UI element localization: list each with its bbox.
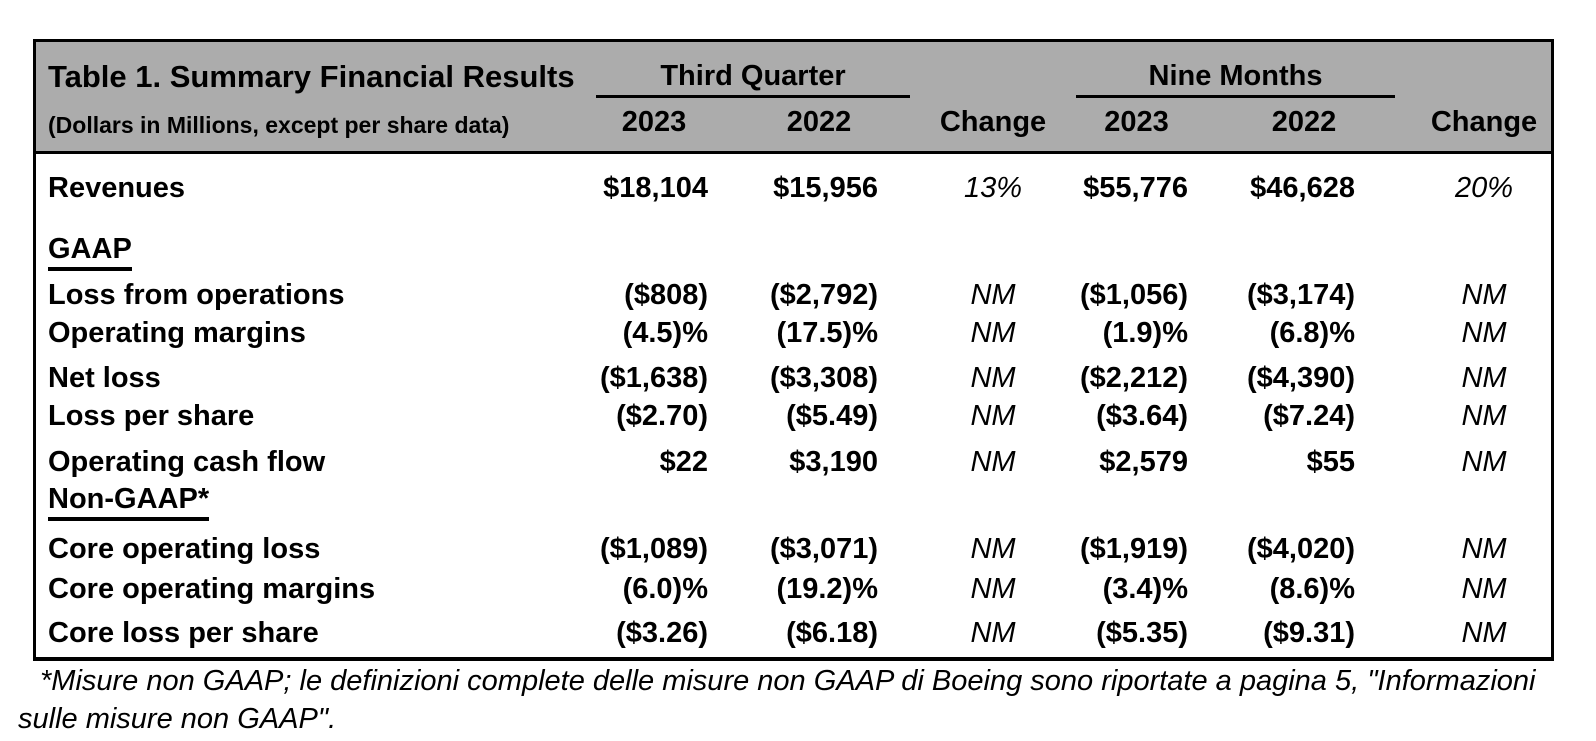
change-header-9m: Change — [1430, 106, 1538, 138]
section-label: GAAP — [48, 233, 132, 271]
cell-value: ($9.31) — [1263, 617, 1355, 649]
cell-value: $46,628 — [1250, 172, 1355, 204]
cell-change: NM — [1461, 400, 1507, 432]
cell-value: $15,956 — [773, 172, 878, 204]
cell-change: NM — [970, 362, 1016, 394]
cell-value: ($7.24) — [1263, 400, 1355, 432]
cell-change: NM — [1461, 573, 1507, 605]
change-header-q3: Change — [939, 106, 1047, 138]
table-row-operating-margins: Operating margins (4.5)% (17.5)% NM (1.9… — [36, 317, 1551, 350]
table-row-revenues: Revenues $18,104 $15,956 13% $55,776 $46… — [36, 172, 1551, 205]
cell-value: ($1,089) — [599, 533, 708, 565]
cell-value: (6.8)% — [1269, 317, 1355, 349]
cell-value: (19.2)% — [776, 573, 878, 605]
cell-value: ($2.70) — [616, 400, 708, 432]
table-row-loss-per-share: Loss per share ($2.70) ($5.49) NM ($3.64… — [36, 400, 1551, 433]
cell-value: $3,190 — [789, 446, 878, 478]
cell-value: $55,776 — [1083, 172, 1188, 204]
row-label: Core operating loss — [48, 533, 321, 565]
cell-change: NM — [970, 279, 1016, 311]
cell-value: $18,104 — [603, 172, 708, 204]
cell-change: NM — [1461, 533, 1507, 565]
cell-value: ($1,056) — [1079, 279, 1188, 311]
row-label: Revenues — [48, 172, 186, 204]
section-row-non-gaap: Non-GAAP* — [36, 483, 1551, 521]
cell-change: NM — [970, 533, 1016, 565]
cell-value: $22 — [659, 446, 708, 478]
cell-value: (4.5)% — [622, 317, 708, 349]
year-header-9m-2022: 2022 — [1271, 106, 1337, 138]
cell-change: 20% — [1454, 172, 1514, 204]
year-header-q3-2023: 2023 — [621, 106, 687, 138]
section-label-wrap: GAAP — [36, 233, 588, 271]
cell-change: NM — [1461, 279, 1507, 311]
table-header: Table 1. Summary Financial Results (Doll… — [36, 42, 1551, 154]
cell-change: NM — [1461, 446, 1507, 478]
section-label-wrap: Non-GAAP* — [36, 483, 588, 521]
cell-value: ($2,212) — [1079, 362, 1188, 394]
summary-financial-results-table: Table 1. Summary Financial Results (Doll… — [33, 39, 1554, 661]
row-label: Loss from operations — [48, 279, 345, 311]
cell-value: $55 — [1306, 446, 1355, 478]
table-row-core-operating-margins: Core operating margins (6.0)% (19.2)% NM… — [36, 573, 1551, 606]
cell-value: ($3.26) — [616, 617, 708, 649]
cell-value: ($3,308) — [769, 362, 878, 394]
cell-value: ($6.18) — [786, 617, 878, 649]
table-title-block: Table 1. Summary Financial Results (Doll… — [36, 59, 588, 139]
year-header-q3-2022: 2022 — [786, 106, 852, 138]
table-row-net-loss: Net loss ($1,638) ($3,308) NM ($2,212) (… — [36, 362, 1551, 395]
table-row-loss-from-operations: Loss from operations ($808) ($2,792) NM … — [36, 279, 1551, 312]
cell-change: NM — [970, 317, 1016, 349]
cell-value: ($2,792) — [769, 279, 878, 311]
row-label: Operating margins — [48, 317, 306, 349]
cell-change: 13% — [963, 172, 1023, 204]
cell-value: ($1,638) — [599, 362, 708, 394]
cell-value: (1.9)% — [1102, 317, 1188, 349]
row-label: Net loss — [48, 362, 161, 394]
cell-change: NM — [970, 446, 1016, 478]
section-label: Non-GAAP* — [48, 483, 210, 521]
cell-value: ($4,390) — [1246, 362, 1355, 394]
cell-value: (17.5)% — [776, 317, 878, 349]
cell-value: $2,579 — [1099, 446, 1188, 478]
table-row-operating-cash-flow: Operating cash flow $22 $3,190 NM $2,579… — [36, 446, 1551, 479]
table-row-core-operating-loss: Core operating loss ($1,089) ($3,071) NM… — [36, 533, 1551, 566]
row-label: Loss per share — [48, 400, 255, 432]
cell-value: ($3.64) — [1096, 400, 1188, 432]
colgroup-third-quarter: Third Quarter — [596, 60, 910, 98]
cell-change: NM — [970, 617, 1016, 649]
year-header-9m-2023: 2023 — [1104, 106, 1169, 138]
section-row-gaap: GAAP — [36, 233, 1551, 271]
table-row-core-loss-per-share: Core loss per share ($3.26) ($6.18) NM (… — [36, 617, 1551, 650]
row-label: Core loss per share — [48, 617, 319, 649]
cell-value: ($3,174) — [1246, 279, 1355, 311]
cell-value: ($5.35) — [1096, 617, 1188, 649]
cell-change: NM — [1461, 617, 1507, 649]
cell-value: (6.0)% — [622, 573, 708, 605]
table-body: Revenues $18,104 $15,956 13% $55,776 $46… — [36, 172, 1551, 657]
cell-value: ($1,919) — [1079, 533, 1188, 565]
row-label: Operating cash flow — [48, 446, 326, 478]
cell-value: ($4,020) — [1246, 533, 1355, 565]
cell-value: ($5.49) — [786, 400, 878, 432]
cell-change: NM — [970, 573, 1016, 605]
non-gaap-footnote: *Misure non GAAP; le definizioni complet… — [18, 665, 1536, 735]
cell-value: (3.4)% — [1102, 573, 1188, 605]
table-subtitle: (Dollars in Millions, except per share d… — [48, 112, 510, 138]
colgroup-nine-months: Nine Months — [1076, 60, 1395, 98]
table-title: Table 1. Summary Financial Results — [48, 59, 575, 94]
cell-change: NM — [1461, 362, 1507, 394]
cell-change: NM — [970, 400, 1016, 432]
cell-change: NM — [1461, 317, 1507, 349]
cell-value: ($808) — [624, 279, 708, 311]
cell-value: ($3,071) — [769, 533, 878, 565]
row-label: Core operating margins — [48, 573, 376, 605]
cell-value: (8.6)% — [1269, 573, 1355, 605]
